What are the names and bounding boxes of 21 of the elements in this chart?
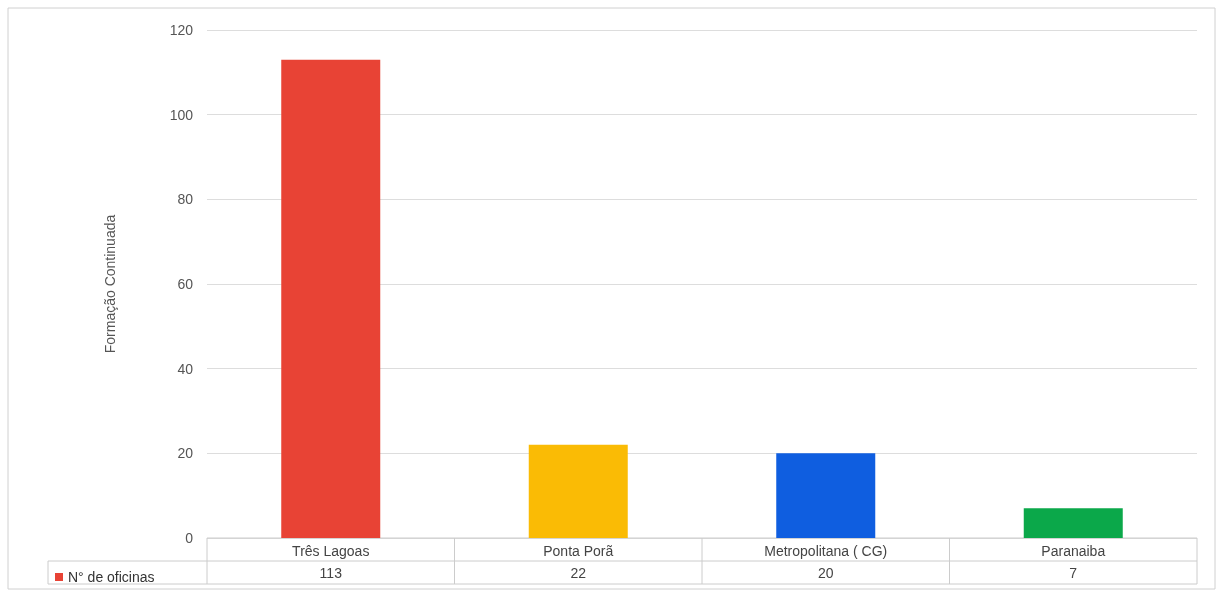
bar: [281, 59, 381, 538]
x-tick-label: Ponta Porã: [543, 543, 614, 559]
x-tick-label: Três Lagoas: [292, 543, 370, 559]
legend-label: N° de oficinas: [68, 569, 155, 585]
y-tick-label: 100: [169, 106, 194, 123]
bar: [528, 444, 628, 538]
y-tick-label: 120: [169, 22, 194, 38]
data-label: 113: [319, 564, 343, 581]
y-tick-label: 0: [185, 530, 194, 546]
x-tick-label: Paranaiba: [1041, 543, 1106, 559]
y-axis-title: Formação Continuada: [102, 214, 118, 354]
y-tick-label: 60: [177, 276, 194, 292]
y-tick-label: 40: [177, 360, 194, 377]
y-tick-label: 20: [177, 445, 194, 462]
bar: [1023, 508, 1123, 538]
bar: [776, 453, 876, 538]
y-tick-label: 80: [177, 191, 194, 208]
x-tick-label: Metropolitana ( CG): [764, 543, 888, 559]
data-label: 20: [817, 564, 834, 581]
data-label: 7: [1069, 564, 1078, 581]
data-label: 22: [570, 564, 587, 581]
